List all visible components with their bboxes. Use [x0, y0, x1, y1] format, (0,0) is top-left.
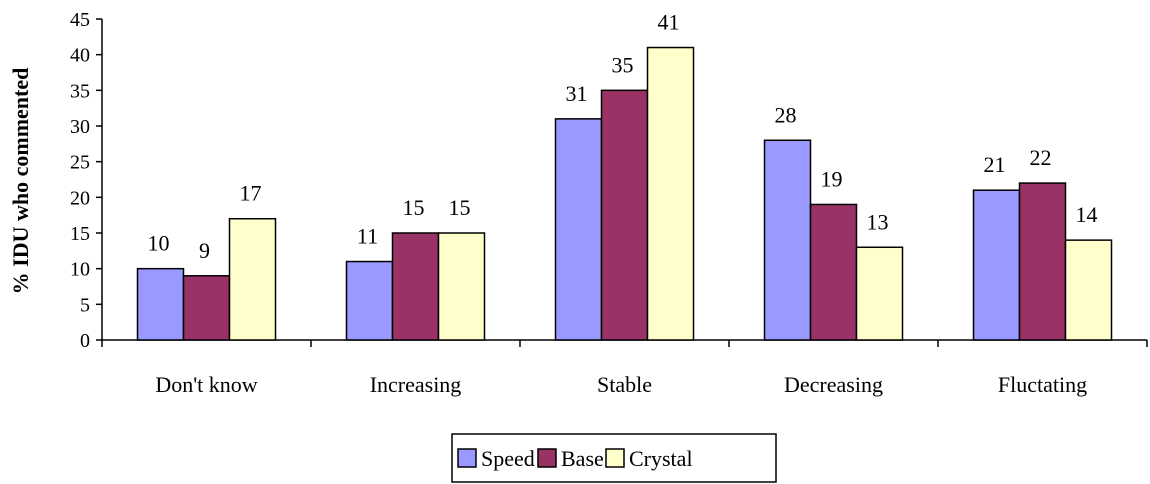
y-tick-label: 35: [70, 80, 90, 102]
data-label: 11: [357, 224, 378, 249]
bar-crystal-2: [646, 46, 695, 341]
bar-crystal-1: [437, 232, 486, 341]
data-label: 14: [1076, 202, 1098, 227]
x-tick-label: Don't know: [155, 372, 257, 397]
bar-base-1: [391, 232, 440, 341]
data-label: 31: [566, 81, 588, 106]
data-label: 17: [240, 181, 262, 206]
plot-area: 0 5 10 15 20 25 30 35 40 45 Don't know Increasing St…: [70, 9, 1148, 397]
y-tick-label: 20: [70, 187, 90, 209]
data-label: 41: [658, 10, 680, 35]
bar-speed-1: [345, 260, 394, 341]
bar-base-3: [809, 203, 858, 341]
bar-base-0: [182, 275, 231, 341]
bar-speed-2: [554, 118, 603, 341]
bar-crystal-0: [228, 217, 277, 341]
y-tick-label: 0: [80, 330, 90, 352]
x-tick-label: Stable: [597, 372, 652, 397]
legend-swatch-crystal: [605, 448, 625, 468]
bar-crystal-4: [1064, 239, 1113, 341]
y-tick-label: 40: [70, 45, 90, 67]
data-label: 15: [449, 195, 471, 220]
bar-speed-4: [972, 189, 1021, 341]
data-label: 13: [867, 209, 889, 234]
data-label: 15: [403, 195, 425, 220]
y-tick-label: 30: [70, 116, 90, 138]
bar-base-4: [1018, 182, 1067, 341]
y-tick-label: 5: [80, 294, 90, 316]
bar-base-2: [600, 89, 649, 341]
data-label: 21: [984, 152, 1006, 177]
y-tick-label: 45: [70, 9, 90, 31]
data-label: 35: [612, 52, 634, 77]
bar-speed-0: [136, 267, 185, 341]
legend-label-base: Base: [561, 446, 604, 471]
x-tick-label: Increasing: [370, 372, 462, 397]
x-tick-label: Decreasing: [784, 372, 883, 397]
y-axis-label: % IDU who commented: [8, 68, 33, 295]
bar-speed-3: [763, 139, 812, 341]
legend-label-crystal: Crystal: [629, 446, 693, 471]
legend-label-speed: Speed: [481, 446, 535, 471]
data-label: 22: [1030, 145, 1052, 170]
legend: Speed Base Crystal: [451, 433, 777, 483]
y-tick-label: 25: [70, 152, 90, 174]
data-label: 9: [199, 238, 210, 263]
bar-crystal-3: [855, 246, 904, 341]
legend-swatch-base: [537, 448, 557, 468]
y-tick-label: 10: [70, 259, 90, 281]
x-tick-label: Fluctating: [998, 372, 1087, 397]
data-label: 28: [775, 102, 797, 127]
data-label: 10: [148, 231, 170, 256]
data-label: 19: [821, 166, 843, 191]
legend-swatch-speed: [457, 448, 477, 468]
y-tick-label: 15: [70, 223, 90, 245]
